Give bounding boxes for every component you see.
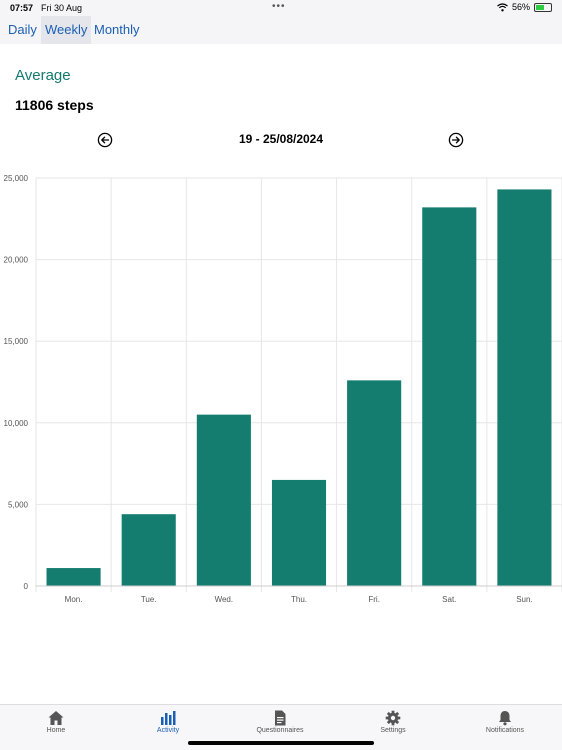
arrow-left-circle-icon[interactable] — [97, 132, 113, 148]
tab-questionnaires[interactable]: Questionnaires — [224, 705, 336, 750]
bar-mon — [46, 568, 101, 586]
y-tick-label: 10,000 — [4, 419, 29, 428]
period-tabs: Daily Weekly Monthly — [0, 16, 562, 44]
weekly-steps-chart: 0 5,000 10,000 15,000 20,000 25,000 Mon. Tue. We… — [4, 174, 562, 604]
document-icon — [275, 710, 286, 726]
status-date: Fri 30 Aug — [41, 3, 83, 13]
x-tick-label: Sat. — [442, 595, 456, 604]
tab-weekly[interactable]: Weekly — [41, 16, 92, 44]
status-bar: 07:57 Fri 30 Aug ••• 56% — [0, 0, 562, 16]
multitasking-dots-icon[interactable]: ••• — [272, 1, 286, 12]
tab-home[interactable]: Home — [0, 705, 112, 750]
home-indicator — [188, 741, 374, 745]
y-tick-label: 25,000 — [4, 174, 29, 183]
bar-wed — [196, 414, 251, 586]
week-range-label: 19 - 25/08/2024 — [238, 132, 324, 146]
y-tick-label: 5,000 — [8, 500, 29, 509]
battery-icon — [534, 2, 552, 12]
tab-settings[interactable]: Settings — [337, 705, 449, 750]
tab-notifications[interactable]: Notifications — [449, 705, 561, 750]
bar-sat — [422, 207, 477, 586]
tab-notifications-label: Notifications — [485, 727, 525, 734]
average-title: Average — [15, 67, 71, 84]
bar-chart-icon — [161, 711, 176, 725]
bar-tue — [121, 514, 176, 586]
x-tick-label: Tue. — [141, 595, 157, 604]
wifi-icon — [497, 2, 508, 11]
y-tick-label: 15,000 — [4, 337, 29, 346]
tab-activity-label: Activity — [156, 727, 180, 734]
week-navigation: 19 - 25/08/2024 — [0, 128, 562, 152]
average-value: 11806 steps — [15, 97, 94, 113]
tab-questionnaires-label: Questionnaires — [256, 727, 304, 734]
status-right: 56% — [497, 2, 552, 12]
arrow-right-circle-icon[interactable] — [448, 132, 464, 148]
y-tick-label: 0 — [24, 582, 29, 591]
battery-percent: 56% — [511, 2, 530, 12]
battery-level — [536, 4, 544, 10]
tab-settings-label: Settings — [380, 727, 406, 734]
tab-home-label: Home — [46, 727, 66, 734]
bar-thu — [271, 479, 327, 586]
x-tick-label: Fri. — [368, 595, 380, 604]
gear-icon — [385, 710, 401, 726]
bell-icon — [499, 711, 511, 726]
y-tick-label: 20,000 — [4, 256, 29, 265]
x-tick-label: Thu. — [291, 595, 307, 604]
tab-activity[interactable]: Activity — [112, 705, 224, 750]
status-time: 07:57 — [10, 3, 34, 13]
home-icon — [48, 711, 64, 725]
x-tick-label: Sun. — [516, 595, 532, 604]
x-tick-label: Mon. — [65, 595, 83, 604]
x-tick-label: Wed. — [215, 595, 234, 604]
tab-monthly[interactable]: Monthly — [94, 22, 140, 37]
bar-sun — [497, 189, 552, 586]
bar-fri — [347, 380, 402, 586]
tab-daily[interactable]: Daily — [8, 22, 37, 37]
